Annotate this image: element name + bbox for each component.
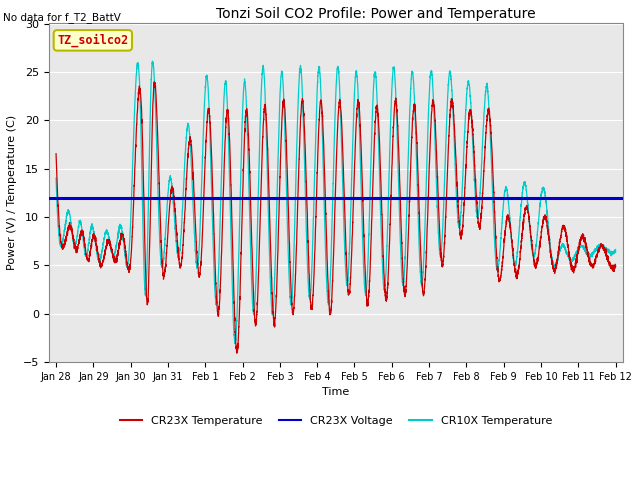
X-axis label: Time: Time <box>322 387 349 397</box>
Title: Tonzi Soil CO2 Profile: Power and Temperature: Tonzi Soil CO2 Profile: Power and Temper… <box>216 7 536 21</box>
Legend: CR23X Temperature, CR23X Voltage, CR10X Temperature: CR23X Temperature, CR23X Voltage, CR10X … <box>115 412 556 431</box>
Y-axis label: Power (V) / Temperature (C): Power (V) / Temperature (C) <box>7 115 17 270</box>
Text: No data for f_T2_BattV: No data for f_T2_BattV <box>3 12 121 23</box>
Text: TZ_soilco2: TZ_soilco2 <box>57 34 129 47</box>
